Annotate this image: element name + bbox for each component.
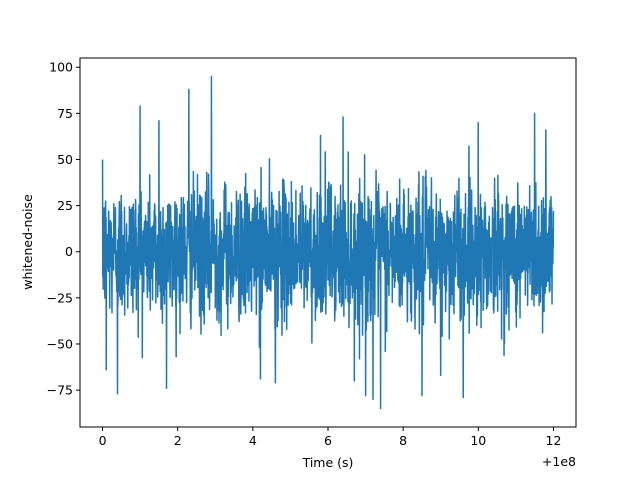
axes-layer: 0 2 4 6 8 10 12 −75 −50 −25 0 25 50 75 100 [47,57,577,448]
x-tick-label: 10 [470,433,486,448]
x-tick-label: 8 [399,433,407,448]
series-line-whitened-noise [101,75,555,410]
y-tick-label: −50 [47,336,73,351]
series-layer [101,75,555,410]
x-tick-label: 0 [99,433,107,448]
y-tick-label: 0 [65,244,73,259]
y-tick-label: 25 [57,198,73,213]
x-offset-label: +1e8 [542,454,576,469]
y-axis-label: whitened-noise [20,194,35,290]
y-tick-label: −25 [47,290,73,305]
x-tick-label: 4 [249,433,257,448]
y-tick-label: 75 [57,106,73,121]
y-tick-label: −75 [47,383,73,398]
y-tick-label: 50 [57,152,73,167]
x-tick-label: 2 [174,433,182,448]
y-tick-label: 100 [49,60,73,75]
x-axis-label: Time (s) [302,455,354,470]
x-tick-label: 12 [546,433,562,448]
x-tick-label: 6 [324,433,332,448]
